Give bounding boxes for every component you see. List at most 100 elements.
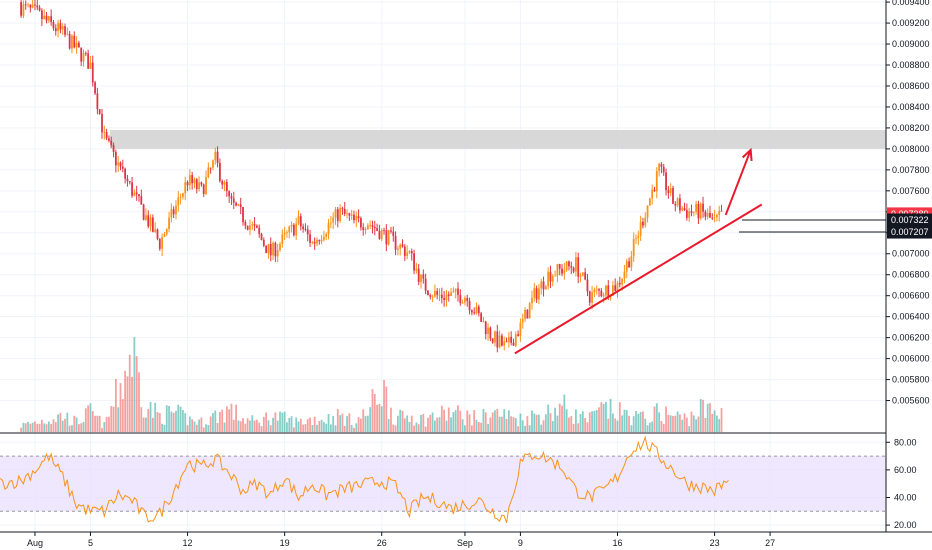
candle-body bbox=[281, 234, 284, 244]
volume-bar bbox=[618, 402, 621, 432]
resistance-zone bbox=[110, 130, 886, 149]
volume-bar bbox=[232, 419, 235, 432]
volume-bar bbox=[41, 419, 43, 432]
candle-body bbox=[145, 215, 147, 220]
candle-body bbox=[623, 271, 626, 279]
volume-bar bbox=[572, 423, 575, 432]
volume-bar bbox=[64, 418, 66, 432]
candle-body bbox=[655, 171, 658, 192]
volume-bar bbox=[75, 417, 78, 432]
candle-body bbox=[477, 306, 480, 314]
rsi-tick-label: 80.00 bbox=[894, 437, 917, 447]
candle-body bbox=[496, 331, 499, 348]
candle-body bbox=[89, 62, 92, 69]
candle-body bbox=[598, 289, 600, 291]
candle-body bbox=[117, 162, 120, 166]
volume-bar bbox=[66, 412, 69, 432]
volume-bar bbox=[265, 412, 268, 432]
time-tick-label: 26 bbox=[377, 538, 387, 548]
volume-bar bbox=[459, 410, 462, 432]
candle-body bbox=[521, 319, 524, 323]
candle-body bbox=[198, 182, 200, 190]
volume-bar bbox=[258, 422, 261, 432]
candle-body bbox=[80, 47, 83, 62]
candle-body bbox=[286, 232, 288, 233]
volume-bar bbox=[165, 405, 168, 432]
candle-body bbox=[112, 145, 115, 152]
candle-body bbox=[464, 297, 466, 303]
volume-bar bbox=[699, 399, 702, 432]
volume-bar bbox=[475, 419, 478, 432]
candle-body bbox=[681, 208, 684, 211]
volume-bar bbox=[429, 414, 432, 432]
volume-bar bbox=[108, 416, 110, 432]
time-tick-label: Sep bbox=[457, 538, 473, 548]
price-tick-label: 0.007800 bbox=[892, 165, 930, 175]
candle-body bbox=[699, 203, 702, 219]
candle-body bbox=[586, 279, 589, 292]
volume-bar bbox=[607, 418, 610, 432]
candle-body bbox=[422, 274, 425, 279]
volume-bar bbox=[366, 415, 369, 432]
volume-bar bbox=[397, 415, 399, 432]
candle-body bbox=[718, 210, 721, 216]
candle-body bbox=[399, 244, 402, 249]
candle-body bbox=[517, 334, 520, 336]
candle-body bbox=[272, 242, 274, 256]
volume-bar bbox=[600, 402, 603, 432]
candle-body bbox=[124, 168, 127, 179]
volume-bar bbox=[36, 423, 39, 432]
candle-body bbox=[618, 282, 621, 285]
volume-bar bbox=[45, 424, 48, 432]
volume-bar bbox=[496, 408, 499, 432]
volume-bar bbox=[336, 408, 339, 432]
candle-body bbox=[232, 198, 235, 203]
annotations bbox=[514, 147, 886, 355]
candle-body bbox=[209, 167, 212, 169]
candle-body bbox=[200, 182, 203, 185]
candle-body bbox=[558, 264, 561, 269]
volume-bar bbox=[260, 426, 263, 432]
volume-bar bbox=[676, 411, 679, 432]
volume-bar bbox=[556, 415, 559, 432]
volume-bar bbox=[630, 425, 633, 432]
candle-body bbox=[581, 272, 584, 276]
volume-bar bbox=[295, 417, 298, 432]
volume-bar bbox=[473, 410, 476, 432]
candle-body bbox=[311, 242, 314, 243]
volume-bar bbox=[274, 412, 277, 432]
volume-bar bbox=[588, 412, 591, 432]
candle-body bbox=[360, 218, 362, 228]
volume-bar bbox=[711, 413, 714, 432]
rsi-tick-label: 20.00 bbox=[894, 520, 917, 530]
candle-body bbox=[219, 162, 221, 181]
volume-bar bbox=[387, 419, 390, 432]
volume-bar bbox=[205, 424, 207, 432]
candle-body bbox=[366, 225, 369, 230]
volume-bar bbox=[533, 413, 536, 432]
candle-body bbox=[87, 53, 90, 69]
volume-bar bbox=[357, 417, 360, 432]
volume-bar bbox=[98, 415, 101, 432]
volume-bar bbox=[142, 417, 145, 432]
candle-body bbox=[186, 182, 189, 186]
candle-body bbox=[415, 268, 418, 271]
candle-body bbox=[535, 288, 538, 300]
candle-body bbox=[470, 310, 473, 313]
candle-body bbox=[371, 225, 374, 227]
volume-bar bbox=[468, 414, 471, 432]
volume-bar bbox=[646, 425, 649, 432]
candle-body bbox=[494, 331, 496, 343]
volume-bar bbox=[77, 424, 80, 432]
candle-body bbox=[131, 182, 133, 196]
volume-bar bbox=[514, 418, 517, 432]
candle-body bbox=[498, 335, 501, 348]
volume-bar bbox=[281, 412, 284, 432]
candle-body bbox=[667, 190, 670, 193]
volume-bar bbox=[579, 414, 582, 432]
price-tick-label: 0.008200 bbox=[892, 123, 930, 133]
candle-body bbox=[24, 4, 27, 6]
volume-bar bbox=[718, 419, 721, 432]
volume-bar bbox=[105, 416, 108, 432]
volume-bar bbox=[207, 425, 210, 432]
